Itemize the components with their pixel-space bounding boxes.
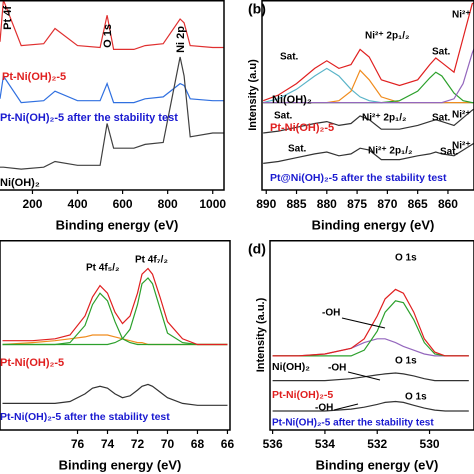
- annotation: Ni²⁺ 2p₁/₂: [368, 146, 412, 157]
- panel-label: (d): [248, 241, 266, 257]
- y-axis-label: Intensity (a.u.): [255, 297, 267, 372]
- spectrum-line: [262, 1, 474, 102]
- annotation: Pt 4f₅/₂: [86, 263, 119, 274]
- annotation: Sat.: [274, 111, 293, 122]
- x-tick-label: 68: [191, 437, 205, 451]
- x-tick-label: 400: [68, 197, 88, 211]
- annotation: Ni(OH)₂: [272, 94, 312, 106]
- annotation: -OH: [315, 403, 333, 414]
- spectrum-line: [263, 47, 474, 104]
- y-axis-label: Intensity (a.u): [247, 59, 259, 131]
- x-tick-label: 70: [161, 437, 175, 451]
- annotation: Ni²⁺: [452, 110, 471, 121]
- annotation: Sat.: [288, 144, 307, 155]
- annotation: Pt 4f₇/₂: [135, 255, 168, 266]
- x-axis-label: Binding energy (eV): [59, 457, 182, 472]
- spectrum-line: [263, 142, 474, 164]
- annotation: Pt-Ni(OH)₂-5: [2, 71, 66, 83]
- spectrum-line: [0, 74, 224, 104]
- x-tick-label: 66: [221, 437, 235, 451]
- plot-frame: [0, 0, 225, 191]
- x-tick-label: 1000: [199, 197, 226, 211]
- spectrum-line: [2, 383, 228, 406]
- annotation: Pt-Ni(OH)₂-5: [270, 122, 334, 134]
- x-tick-label: 865: [408, 197, 428, 211]
- annotation: Pt 4f: [2, 6, 14, 30]
- x-tick-label: 875: [347, 197, 367, 211]
- x-tick-label: 870: [377, 197, 397, 211]
- x-tick-label: 600: [113, 197, 133, 211]
- spectrum-line: [0, 56, 224, 170]
- x-tick-label: 200: [22, 197, 42, 211]
- annotation: Sat.: [280, 52, 299, 63]
- x-tick-label: 534: [315, 437, 335, 451]
- annotation: -OH: [322, 308, 340, 319]
- x-tick-label: 532: [367, 437, 387, 451]
- x-tick-label: 860: [438, 197, 458, 211]
- arrow: [341, 317, 386, 329]
- plot-frame: [261, 0, 474, 191]
- spectrum-line: [263, 108, 474, 134]
- annotation: Pt@Ni(OH)₂-5 after the stability test: [270, 172, 447, 184]
- x-tick-label: 800: [158, 197, 178, 211]
- annotation: Sat.: [432, 47, 451, 58]
- annotation: Pt-Ni(OH)₂-5: [272, 389, 333, 401]
- annotation: Ni²⁺ 2p₁/₂: [365, 31, 409, 42]
- annotation: O 1s: [395, 253, 417, 264]
- spectrum-line: [272, 372, 469, 382]
- annotation: Sat.: [432, 113, 451, 124]
- x-tick-label: 74: [101, 437, 115, 451]
- annotation: O 1s: [405, 392, 427, 403]
- annotation: Ni(OH)₂: [0, 177, 40, 189]
- x-tick-label: 76: [71, 437, 85, 451]
- x-tick-label: 885: [287, 197, 307, 211]
- x-axis-label: Binding energy (eV): [316, 457, 439, 472]
- spectrum-line: [272, 400, 469, 412]
- annotation: O 1s: [395, 356, 417, 367]
- spectrum-line: [2, 277, 228, 346]
- annotation: Pt-Ni(OH)₂-5: [0, 357, 64, 369]
- annotation: Ni 2p: [175, 26, 187, 53]
- arrow: [347, 371, 381, 381]
- x-tick-label: 72: [131, 437, 145, 451]
- annotation: Pt-Ni(OH)₂-5 after the stability test: [0, 112, 178, 124]
- x-tick-label: 880: [317, 197, 337, 211]
- annotation: O 1s: [102, 24, 114, 48]
- annotation: Ni²⁺ 2p₁/₂: [362, 113, 406, 124]
- panel-label: (b): [248, 1, 266, 17]
- plot-frame: [269, 240, 474, 431]
- spectrum-line: [2, 292, 228, 346]
- annotation: Sat.: [440, 147, 459, 158]
- x-axis-label: Binding energy (eV): [56, 217, 179, 232]
- arrow: [333, 403, 359, 411]
- annotation: Pt-Ni(OH)₂-5 after the stability test: [272, 418, 434, 429]
- annotation: Ni²⁺ 2: [452, 10, 474, 21]
- spectrum-line: [0, 0, 224, 50]
- x-tick-label: 536: [263, 437, 283, 451]
- x-tick-label: 530: [420, 437, 440, 451]
- annotation: Pt-Ni(OH)₂-5 after the stability test: [0, 411, 170, 423]
- annotation: Ni(OH)₂: [272, 361, 310, 373]
- x-tick-label: 890: [256, 197, 276, 211]
- spectrum-line: [272, 288, 469, 357]
- plot-frame: [0, 240, 231, 431]
- x-axis-label: Binding energy (eV): [312, 217, 435, 232]
- annotation: -OH: [328, 363, 346, 374]
- spectrum-line: [2, 267, 228, 346]
- annotation: Ni²⁺: [452, 141, 471, 152]
